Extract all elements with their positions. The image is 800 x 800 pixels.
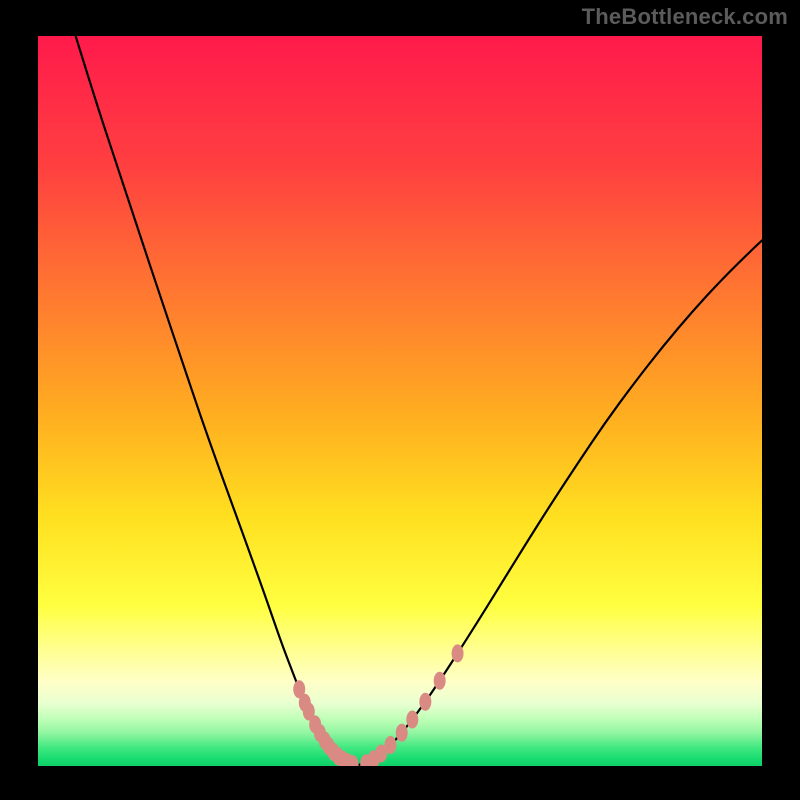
bottleneck-curve-chart (38, 36, 762, 766)
marker-dot (396, 724, 408, 742)
marker-dot (406, 710, 418, 728)
marker-dot (452, 644, 464, 662)
gradient-background (38, 36, 762, 766)
plot-area (38, 36, 762, 766)
chart-stage: TheBottleneck.com (0, 0, 800, 800)
marker-dot (384, 736, 396, 754)
marker-dot (434, 672, 446, 690)
watermark-text: TheBottleneck.com (582, 4, 788, 30)
marker-dot (419, 693, 431, 711)
